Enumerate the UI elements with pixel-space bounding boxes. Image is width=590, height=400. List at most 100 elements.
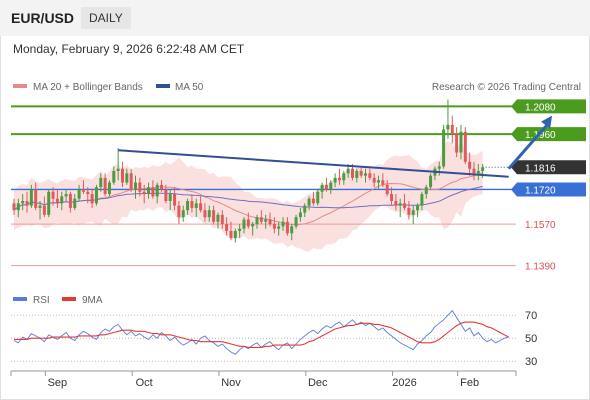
level-label-1.1816: 1.1816 bbox=[525, 163, 556, 174]
candle-body bbox=[324, 184, 328, 190]
candle-body bbox=[73, 198, 77, 208]
level-label-1.1570: 1.1570 bbox=[525, 220, 556, 231]
candle-body bbox=[307, 198, 311, 206]
candle-body bbox=[207, 210, 211, 218]
candle-body bbox=[294, 217, 298, 227]
candle-body bbox=[220, 214, 224, 225]
forecast-arrow-shaft bbox=[507, 121, 551, 170]
candle-body bbox=[298, 212, 302, 218]
candle-body bbox=[437, 166, 441, 169]
price-plot: 1.2080 1.1960 1.1816 1.1720 1.1570 1.1390 bbox=[11, 99, 586, 273]
candle-body bbox=[229, 231, 233, 238]
candle-body bbox=[272, 224, 276, 229]
level-label-1.2080: 1.2080 bbox=[525, 102, 556, 113]
candle-body bbox=[212, 210, 216, 222]
candle-body bbox=[403, 203, 407, 208]
candle-body bbox=[164, 189, 168, 201]
candle-body bbox=[16, 203, 20, 211]
candle-body bbox=[203, 210, 207, 218]
candle-body bbox=[255, 217, 259, 225]
candle-body bbox=[238, 228, 242, 231]
candle-body bbox=[264, 219, 268, 222]
candle-body bbox=[151, 187, 155, 197]
candle-body bbox=[216, 214, 220, 222]
candle-body bbox=[233, 231, 237, 238]
period-button[interactable]: DAILY bbox=[81, 7, 131, 29]
chart-header: EUR/USD DAILY bbox=[0, 0, 590, 36]
candle-body bbox=[363, 173, 367, 176]
candle-body bbox=[385, 184, 389, 195]
time-tick-label: Feb bbox=[460, 377, 479, 389]
candle-body bbox=[476, 171, 480, 174]
candle-body bbox=[47, 191, 51, 215]
candle-body bbox=[251, 224, 255, 227]
candle-body bbox=[472, 168, 476, 174]
candle-body bbox=[429, 175, 433, 188]
candle-body bbox=[450, 124, 454, 135]
candle-body bbox=[290, 226, 294, 234]
rsi-plot: 70 50 30 bbox=[11, 309, 537, 368]
candle-body bbox=[51, 191, 55, 199]
candle-body bbox=[90, 194, 94, 204]
candle-body bbox=[455, 134, 459, 153]
symbol-title: EUR/USD bbox=[11, 10, 75, 26]
candle-body bbox=[394, 201, 398, 206]
candle-body bbox=[129, 173, 133, 190]
candle-body bbox=[112, 171, 116, 183]
candle-body bbox=[60, 196, 64, 204]
bollinger-band bbox=[14, 140, 483, 252]
rsi-legend-label: RSI bbox=[33, 295, 50, 306]
candle-body bbox=[333, 177, 337, 183]
candle-body bbox=[125, 173, 129, 183]
candle-body bbox=[246, 219, 250, 227]
candle-body bbox=[281, 221, 285, 227]
candle-body bbox=[481, 167, 485, 171]
candle-body bbox=[468, 161, 472, 169]
candle-body bbox=[242, 219, 246, 229]
candle-body bbox=[199, 203, 203, 211]
time-tick-label: Dec bbox=[308, 377, 328, 389]
candle-body bbox=[277, 226, 281, 229]
candle-body bbox=[173, 194, 177, 206]
ma50-legend-swatch bbox=[156, 84, 170, 88]
candle-body bbox=[316, 191, 320, 204]
candle-body bbox=[116, 168, 120, 171]
candle-body bbox=[77, 189, 81, 199]
candle-body bbox=[311, 198, 315, 204]
candle-body bbox=[190, 201, 194, 208]
candle-body bbox=[177, 205, 181, 218]
candle-body bbox=[225, 224, 229, 231]
candle-body bbox=[372, 177, 376, 183]
trendline bbox=[118, 149, 509, 178]
candle-body bbox=[12, 203, 16, 211]
candle-body bbox=[181, 210, 185, 218]
candle-body bbox=[446, 124, 450, 130]
candle-body bbox=[147, 187, 151, 195]
rsi-legend-swatch bbox=[13, 297, 27, 301]
rsi-ma-legend-label: 9MA bbox=[82, 295, 103, 306]
candle-body bbox=[368, 173, 372, 178]
candle-body bbox=[38, 205, 42, 208]
candle-body bbox=[160, 184, 164, 190]
candle-body bbox=[29, 189, 33, 206]
candle-body bbox=[134, 182, 138, 190]
candle-body bbox=[99, 177, 103, 188]
candle-body bbox=[350, 168, 354, 178]
candle-body bbox=[442, 129, 446, 167]
candle-body bbox=[142, 191, 146, 195]
ma50-legend-label: MA 50 bbox=[175, 82, 204, 93]
candle-body bbox=[359, 171, 363, 176]
level-label-1.1960: 1.1960 bbox=[525, 130, 556, 141]
rsi-series-9MA bbox=[14, 321, 509, 348]
rsi-tick-30: 30 bbox=[525, 356, 537, 368]
candle-body bbox=[186, 201, 190, 211]
candle-body bbox=[259, 217, 263, 222]
candle-body bbox=[42, 205, 46, 215]
candle-body bbox=[320, 184, 324, 192]
time-tick-label: 2026 bbox=[392, 377, 416, 389]
time-axis: Sep Oct Nov Dec 2026 Feb bbox=[10, 370, 517, 389]
rsi-ma-legend-swatch bbox=[62, 297, 76, 301]
candle-body bbox=[120, 168, 124, 183]
timestamp: Monday, February 9, 2026 6:22:48 AM CET bbox=[13, 42, 245, 56]
candle-body bbox=[155, 184, 159, 197]
